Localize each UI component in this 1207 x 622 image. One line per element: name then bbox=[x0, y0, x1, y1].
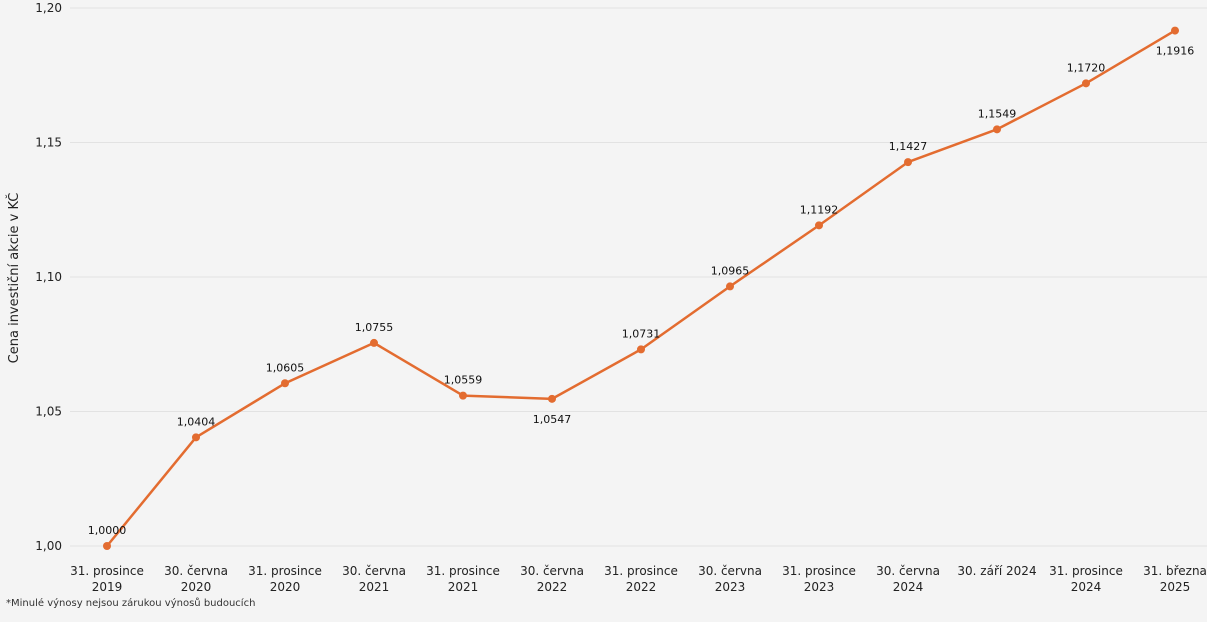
data-label: 1,0559 bbox=[444, 374, 483, 387]
data-point bbox=[726, 282, 734, 291]
y-tick-label: 1,00 bbox=[35, 539, 62, 553]
x-tick-label: 31. prosince 2021 bbox=[426, 564, 500, 594]
y-tick-label: 1,15 bbox=[35, 136, 62, 150]
y-tick-label: 1,05 bbox=[35, 405, 62, 419]
data-label: 1,0547 bbox=[533, 413, 572, 426]
x-tick-label: 31. prosince 2019 bbox=[70, 564, 144, 594]
data-label: 1,1192 bbox=[800, 203, 839, 216]
x-tick-label: 30. června 2020 bbox=[164, 564, 228, 594]
data-point bbox=[1171, 26, 1179, 35]
y-axis-ticks: 1,00 1,05 1,10 1,15 1,20 bbox=[35, 1, 62, 553]
data-point bbox=[281, 379, 289, 388]
y-tick-label: 1,20 bbox=[35, 1, 62, 15]
data-label: 1,0755 bbox=[355, 321, 394, 334]
data-label: 1,1916 bbox=[1156, 45, 1195, 58]
data-labels: 1,0000 1,0404 1,0605 1,0755 1,0559 1,0547 1,07… bbox=[88, 45, 1195, 537]
data-label: 1,1549 bbox=[978, 107, 1017, 120]
x-tick-label: 30. června 2024 bbox=[876, 564, 940, 594]
data-point bbox=[192, 433, 200, 442]
data-point bbox=[637, 345, 645, 354]
x-axis-ticks: 31. prosince 2019 30. června 2020 31. prosin… bbox=[70, 564, 1207, 594]
x-tick-label: 31. prosince 2024 bbox=[1049, 564, 1123, 594]
x-tick-label: 31. března 2025 bbox=[1143, 564, 1207, 594]
x-tick-label: 30. června 2023 bbox=[698, 564, 762, 594]
x-tick-label: 31. prosince 2020 bbox=[248, 564, 322, 594]
x-tick-label: 31. prosince 2022 bbox=[604, 564, 678, 594]
data-label: 1,1720 bbox=[1067, 61, 1106, 74]
data-point bbox=[103, 542, 111, 550]
data-point bbox=[815, 221, 823, 230]
data-label: 1,0731 bbox=[622, 327, 661, 340]
grid-layer bbox=[70, 7, 1207, 547]
footnote: *Minulé výnosy nejsou zárukou výnosů bud… bbox=[6, 598, 256, 609]
data-point bbox=[370, 338, 378, 347]
data-label: 1,0965 bbox=[711, 264, 750, 277]
x-tick-label: 30. června 2021 bbox=[342, 564, 406, 594]
data-label: 1,0000 bbox=[88, 524, 127, 537]
data-points bbox=[103, 26, 1179, 550]
y-tick-label: 1,10 bbox=[35, 270, 62, 284]
x-tick-label: 30. září 2024 bbox=[957, 564, 1036, 578]
data-point bbox=[993, 125, 1001, 134]
y-axis-label: Cena investiční akcie v KČ bbox=[6, 193, 22, 364]
data-label: 1,0605 bbox=[266, 361, 305, 374]
data-label: 1,0404 bbox=[177, 415, 216, 428]
x-tick-label: 31. prosince 2023 bbox=[782, 564, 856, 594]
data-label: 1,1427 bbox=[889, 140, 928, 153]
data-point bbox=[459, 391, 467, 400]
x-tick-label: 30. června 2022 bbox=[520, 564, 584, 594]
data-point bbox=[904, 158, 912, 167]
data-point bbox=[1082, 79, 1090, 88]
data-point bbox=[548, 394, 556, 403]
